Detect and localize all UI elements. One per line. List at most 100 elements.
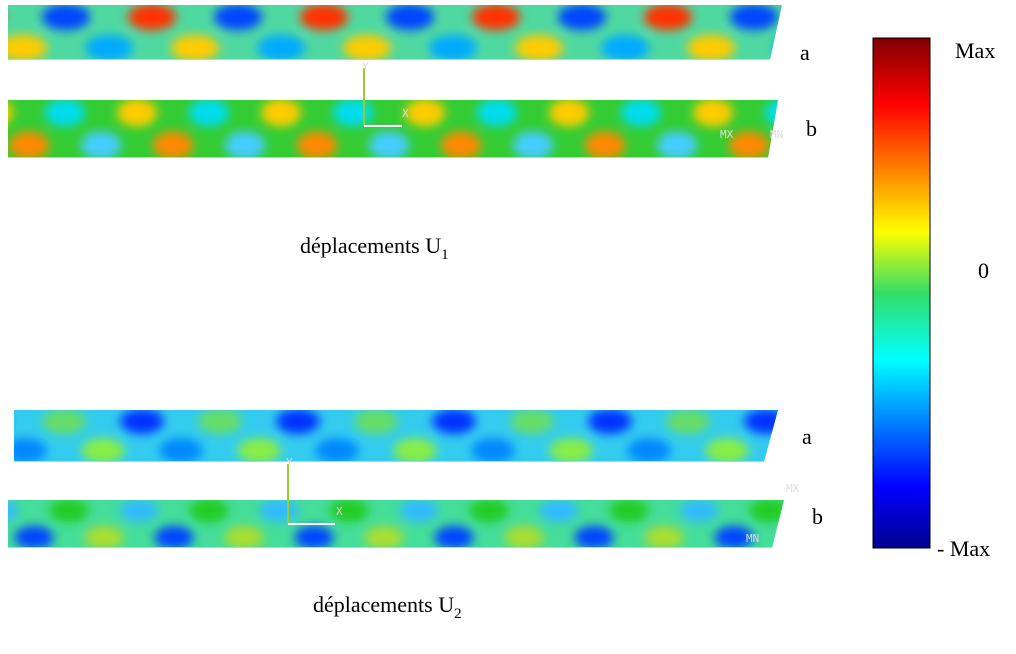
blob (152, 131, 194, 158)
row-label: b (812, 504, 823, 529)
blob (714, 525, 754, 548)
blob (332, 100, 374, 127)
blob (213, 5, 263, 31)
contour-strip (0, 409, 778, 462)
blob (539, 500, 579, 523)
blob (385, 5, 435, 31)
blob (368, 131, 410, 158)
blob (440, 131, 482, 158)
blob (772, 34, 782, 60)
blob (432, 410, 476, 434)
blob (764, 100, 778, 127)
blob (8, 34, 48, 60)
marker: MX (786, 482, 800, 495)
blob (224, 131, 266, 158)
marker: MN (746, 532, 759, 545)
blob (784, 526, 823, 549)
blob (404, 100, 446, 127)
blob (588, 410, 632, 434)
blob (469, 500, 509, 523)
blob (600, 34, 650, 60)
blob (81, 438, 125, 462)
blob (237, 438, 281, 462)
blob (512, 131, 554, 158)
blob (256, 34, 306, 60)
marker: MN (770, 128, 783, 141)
blob (643, 5, 693, 31)
contour-strip (8, 500, 823, 549)
blob (170, 34, 220, 60)
colorbar (872, 37, 931, 549)
blob (504, 525, 544, 548)
blob (342, 34, 392, 60)
blob (744, 410, 778, 434)
blob (80, 131, 122, 158)
blob (14, 438, 47, 462)
blob (14, 525, 54, 548)
blob (84, 525, 124, 548)
blobs (8, 500, 823, 549)
blob (656, 131, 698, 158)
blob (154, 525, 194, 548)
blobs (0, 4, 782, 60)
contour-strip (8, 100, 778, 158)
caption-subscript: 1 (441, 247, 449, 263)
colorbar-label: Max (955, 38, 995, 63)
blob (120, 410, 164, 434)
blob (299, 5, 349, 31)
blob (574, 525, 614, 548)
blob (119, 500, 159, 523)
blob (49, 500, 89, 523)
blob (549, 438, 593, 462)
triad-label: X (402, 107, 409, 120)
blob (188, 100, 230, 127)
blob (705, 438, 749, 462)
blob (296, 131, 338, 158)
blob (116, 100, 158, 127)
blob (259, 500, 299, 523)
blob (399, 500, 439, 523)
blob (0, 409, 8, 434)
blob (609, 500, 649, 523)
blob (627, 438, 671, 462)
triad-label: Y (362, 60, 369, 73)
blob (294, 525, 334, 548)
blob (224, 525, 264, 548)
caption-text: déplacements U (313, 592, 454, 617)
colorbar-label: 0 (978, 258, 989, 283)
blob (692, 100, 734, 127)
blob (584, 131, 626, 158)
blob (41, 5, 91, 31)
blob (329, 500, 369, 523)
blob (260, 100, 302, 127)
blob (620, 100, 662, 127)
contour-plots (0, 4, 823, 549)
colorbar-label: - Max (937, 536, 990, 561)
contour-strip (0, 4, 782, 60)
blob (729, 5, 779, 31)
blob (8, 500, 19, 523)
caption: déplacements U2 (313, 592, 462, 622)
blob (354, 410, 398, 434)
caption-subscript: 2 (454, 606, 462, 622)
blob (8, 131, 50, 158)
blob (514, 34, 564, 60)
row-label: a (802, 424, 812, 449)
blob (0, 4, 4, 30)
blob (84, 34, 134, 60)
blob (548, 100, 590, 127)
blob (471, 438, 515, 462)
blob (434, 525, 474, 548)
caption: déplacements U1 (300, 233, 449, 263)
blob (44, 100, 86, 127)
row-label: b (806, 116, 817, 141)
triad-label: X (336, 505, 343, 518)
blob (127, 5, 177, 31)
row-label: a (800, 40, 810, 65)
blob (686, 34, 736, 60)
blob (471, 5, 521, 31)
blob (428, 34, 478, 60)
blob (364, 525, 404, 548)
blob (42, 410, 86, 434)
